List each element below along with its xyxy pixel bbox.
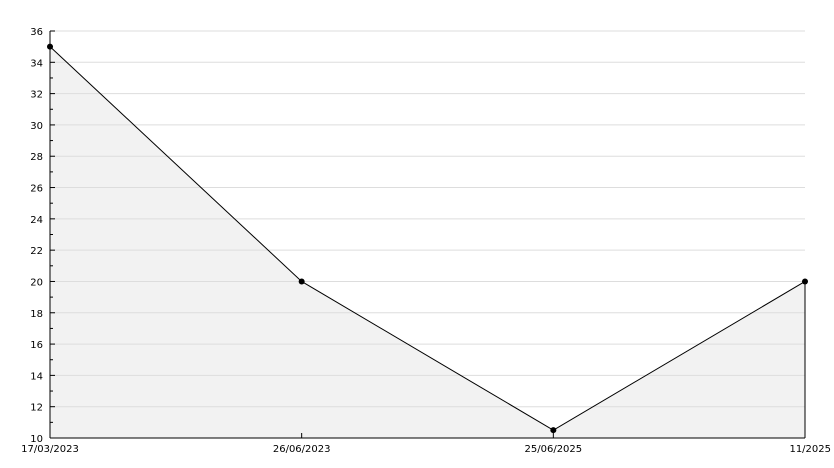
y-tick-label: 30 — [30, 121, 43, 132]
y-tick-label: 24 — [30, 215, 43, 226]
area-fill — [50, 46, 805, 439]
x-tick-label: 25/06/2025 — [525, 444, 583, 455]
y-tick-label: 14 — [30, 371, 43, 382]
y-tick-label: 20 — [30, 277, 43, 288]
data-point — [47, 43, 53, 50]
y-tick-label: 26 — [30, 184, 43, 195]
y-tick-label: 12 — [30, 403, 43, 414]
data-point — [802, 278, 808, 285]
y-tick-label: 28 — [30, 152, 43, 163]
x-tick-label: 17/03/2023 — [21, 444, 79, 455]
y-tick-label: 18 — [30, 309, 43, 320]
y-tick-label: 22 — [30, 246, 43, 257]
y-tick-label: 16 — [30, 340, 43, 351]
y-tick-label: 34 — [30, 58, 43, 69]
data-point — [298, 278, 305, 285]
y-tick-label: 10 — [30, 434, 43, 445]
y-tick-label: 36 — [30, 27, 43, 38]
series-line — [49, 46, 806, 431]
x-tick-label: 26/06/2023 — [273, 444, 331, 455]
x-tick-label: 11/2025 — [789, 444, 831, 455]
data-point — [550, 427, 557, 434]
y-tick-label: 32 — [30, 90, 43, 101]
